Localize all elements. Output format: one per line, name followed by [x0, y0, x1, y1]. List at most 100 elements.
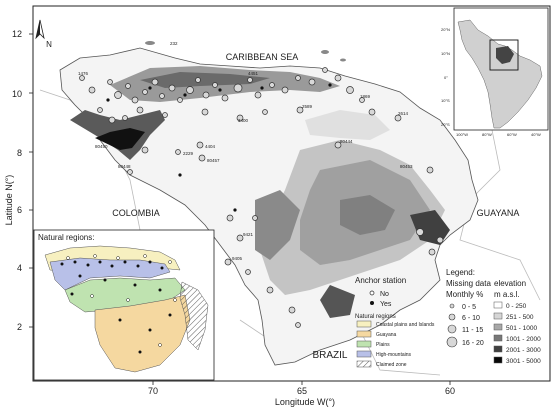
station-marker: [198, 154, 206, 162]
inset-lon-label: 40°W: [531, 132, 541, 137]
anchor-station: [106, 98, 110, 102]
station-marker: [269, 82, 275, 88]
station-code: 2614: [398, 111, 409, 116]
station-marker: [159, 93, 165, 99]
station-marker: [195, 77, 201, 83]
station-code: 1476: [78, 71, 89, 76]
region-legend-label: Plains: [376, 342, 390, 348]
inset-lat-label: 10°N: [441, 51, 450, 56]
label-brazil: BRAZIL: [312, 350, 347, 361]
elevation-legend-label: 501 - 1000: [506, 325, 537, 332]
missing-title-monthly: Monthly %: [446, 290, 483, 299]
station-marker: [202, 91, 210, 99]
station-code: 80448: [118, 164, 131, 169]
station-marker: [322, 67, 328, 73]
station-marker: [281, 86, 289, 94]
station-marker: [236, 234, 244, 242]
anchor-legend-no: No: [380, 291, 389, 298]
station-code: 2589: [302, 104, 313, 109]
overview-inset: 20°N 10°N 0° 10°S 20°S 100°W 80°W 60°W 4…: [441, 7, 549, 137]
station-marker: [224, 258, 232, 266]
natural-regions-title: Natural regions:: [38, 233, 94, 242]
station-marker: [308, 78, 316, 86]
missing-data-legend: Legend: Missing data Monthly % 0 - 5 6 -…: [446, 268, 491, 348]
natural-regions-legend: Natural regions Coastal plains and Islan…: [355, 314, 435, 368]
station-marker: [186, 86, 194, 94]
station-marker: [114, 91, 122, 99]
inset-lat-label: 0°: [444, 75, 448, 80]
missing-legend-label: 16 - 20: [462, 340, 484, 347]
missing-title: Missing data: [446, 279, 491, 288]
legend-title: Legend:: [446, 268, 475, 277]
station-marker: [136, 106, 144, 114]
station-code: 4451: [248, 71, 259, 76]
region-legend-label: High-mountains: [376, 352, 412, 358]
north-label: N: [46, 40, 52, 49]
station-code: 232: [170, 41, 178, 46]
station-code: 3400: [238, 118, 249, 123]
north-arrow: N: [35, 19, 52, 49]
station-marker: [334, 74, 342, 82]
station-marker: [416, 228, 424, 236]
station-marker: [212, 82, 218, 88]
region-legend-label: Coastal plains and Islands: [376, 322, 435, 328]
station-code: 1869: [360, 94, 371, 99]
station-marker: [162, 112, 168, 118]
station-code: 2229: [183, 151, 194, 156]
station-marker: [201, 108, 209, 116]
station-code: 4404: [205, 144, 216, 149]
station-marker: [141, 146, 149, 154]
y-tick-label: 6: [17, 205, 22, 215]
inset-lat-label: 20°N: [441, 27, 450, 32]
station-marker: [79, 75, 85, 81]
station-marker: [426, 166, 434, 174]
anchor-station: [148, 86, 152, 90]
station-code: 80444: [340, 139, 353, 144]
x-axis: 70 65 60 Longitude W(°): [148, 381, 455, 407]
station-marker: [88, 86, 96, 94]
anchor-legend-title: Anchor station: [355, 276, 406, 285]
anchor-station: [183, 93, 187, 97]
x-tick-label: 60: [445, 386, 455, 396]
anchor-station: [218, 88, 222, 92]
inset-lat-label: 20°S: [441, 122, 450, 127]
station-marker: [295, 322, 301, 328]
elevation-legend-label: 2001 - 3000: [506, 347, 541, 354]
label-caribbean-sea: CARIBBEAN SEA: [226, 52, 299, 62]
venezuela-territory: [59, 41, 479, 366]
inset-lon-label: 60°W: [507, 132, 517, 137]
anchor-station: [178, 173, 182, 177]
inset-lon-label: 100°W: [456, 132, 468, 137]
y-tick-label: 2: [17, 322, 22, 332]
station-marker: [107, 79, 113, 85]
station-marker: [108, 116, 116, 124]
station-marker: [368, 108, 376, 116]
anchor-station-markers: [106, 83, 332, 212]
station-marker: [436, 236, 444, 244]
elevation-legend-label: 3001 - 5000: [506, 358, 541, 365]
station-marker: [346, 86, 354, 94]
region-legend-label: Guayana: [376, 332, 397, 338]
station-marker: [168, 84, 176, 92]
anchor-station: [260, 86, 264, 90]
station-marker: [221, 94, 229, 102]
station-code: 9421: [243, 232, 254, 237]
station-marker: [254, 91, 262, 99]
station-marker: [296, 106, 304, 114]
station-marker: [236, 114, 244, 122]
missing-legend-label: 6 - 10: [462, 315, 480, 322]
station-marker: [177, 97, 183, 103]
regions-legend-title: Natural regions: [355, 314, 396, 320]
station-marker: [142, 89, 148, 95]
station-marker: [245, 269, 251, 275]
station-marker: [247, 77, 253, 83]
station-marker: [394, 114, 402, 122]
station-marker: [266, 286, 274, 294]
x-tick-label: 70: [148, 386, 158, 396]
elevation-legend: elevation m a.s.l. 0 - 250 251 - 500 501…: [493, 279, 541, 365]
anchor-station-legend: Anchor station No Yes: [355, 276, 406, 308]
station-marker: [252, 215, 258, 221]
station-marker: [127, 169, 133, 175]
elevation-legend-label: 0 - 250: [506, 303, 527, 310]
